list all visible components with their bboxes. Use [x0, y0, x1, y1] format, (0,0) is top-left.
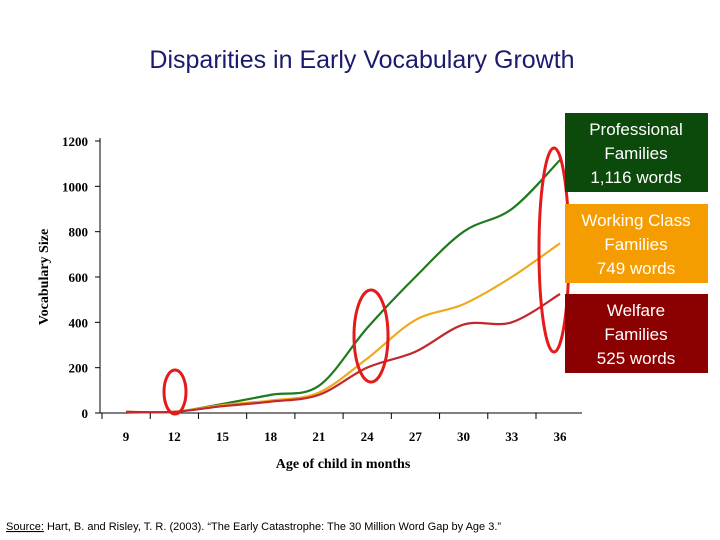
x-tick-label: 27 [409, 429, 423, 444]
y-tick-label: 200 [69, 361, 89, 376]
annotation-box [565, 113, 708, 192]
x-axis-label: Age of child in months [276, 457, 411, 472]
source-label: Source: [6, 521, 44, 533]
y-tick-label: 600 [69, 270, 89, 285]
annotation-text: Working Class [581, 211, 690, 230]
y-tick-label: 1200 [62, 134, 88, 149]
annotation-text: 749 words [597, 259, 675, 278]
y-axis-label: Vocabulary Size [37, 229, 52, 325]
x-tick-label: 9 [123, 429, 130, 444]
source-text: Hart, B. and Risley, T. R. (2003). “The … [44, 521, 501, 533]
x-tick-label: 36 [554, 429, 568, 444]
annotation-box [565, 204, 708, 283]
source: Source: Hart, B. and Risley, T. R. (2003… [6, 521, 501, 533]
x-tick-label: 33 [505, 429, 519, 444]
annotation-box [565, 294, 708, 373]
annotation-text: 525 words [597, 349, 675, 368]
annotation-text: 1,116 words [590, 168, 681, 187]
chart-title: Disparities in Early Vocabulary Growth [149, 46, 574, 74]
x-tick-label: 30 [457, 429, 470, 444]
annotation-text: Families [604, 144, 667, 163]
annotation-text: Families [604, 325, 667, 344]
highlight-ellipse [352, 288, 390, 384]
annotation-text: Families [604, 235, 667, 254]
highlight-ellipse [537, 146, 571, 354]
x-tick-label: 21 [312, 429, 325, 444]
annotation-text: Professional [589, 120, 683, 139]
annotation-text: Welfare [607, 301, 665, 320]
series-line [125, 293, 561, 414]
y-tick-label: 400 [69, 315, 89, 330]
y-tick-label: 0 [82, 406, 89, 421]
x-tick-label: 24 [361, 429, 375, 444]
y-tick-label: 1000 [62, 179, 88, 194]
y-tick-label: 800 [69, 225, 89, 240]
x-tick-label: 18 [264, 429, 278, 444]
series-line [125, 242, 561, 414]
highlight-ellipse [162, 368, 188, 416]
x-tick-label: 12 [168, 429, 181, 444]
x-tick-label: 15 [216, 429, 230, 444]
